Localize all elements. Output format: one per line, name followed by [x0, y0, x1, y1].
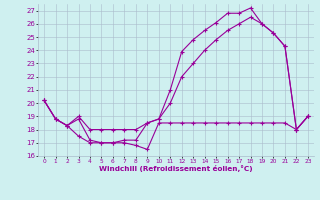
X-axis label: Windchill (Refroidissement éolien,°C): Windchill (Refroidissement éolien,°C) — [99, 165, 253, 172]
